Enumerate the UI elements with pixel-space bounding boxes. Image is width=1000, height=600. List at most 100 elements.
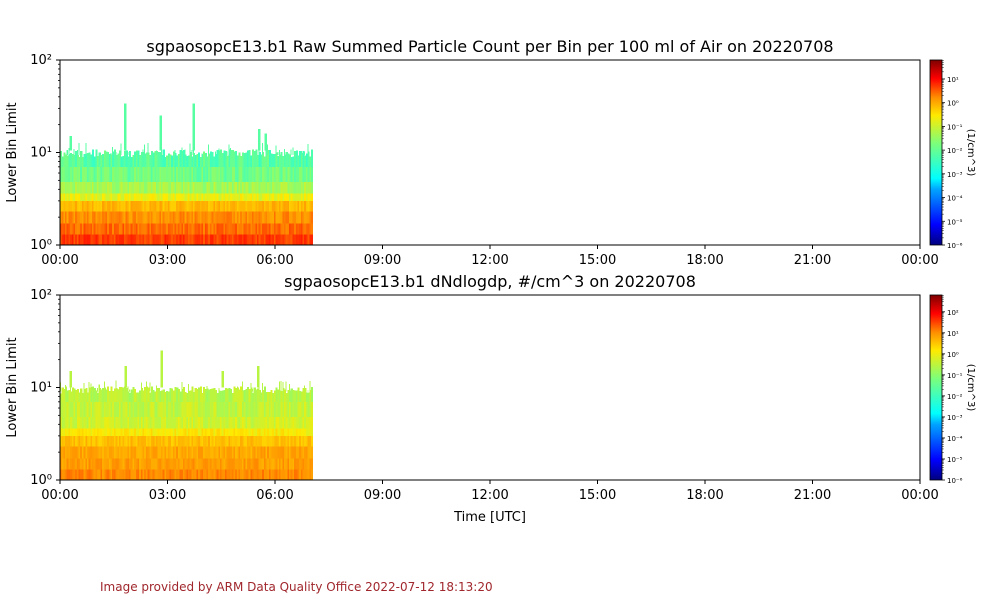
heatmap-cell (277, 389, 280, 402)
heatmap-cell (97, 469, 100, 480)
heatmap-cell (295, 401, 298, 417)
heatmap-spike (192, 103, 196, 151)
heatmap-cell (166, 155, 169, 167)
heatmap-cell (149, 166, 152, 182)
heatmap-cell (228, 446, 231, 459)
colorbar-tick-label: 10¹ (947, 330, 959, 338)
heatmap-cell (277, 234, 280, 245)
heatmap-cell (144, 387, 147, 402)
heatmap-cell (125, 150, 128, 167)
heatmap-cell (265, 458, 268, 470)
heatmap-cell (292, 211, 295, 224)
heatmap-cell (182, 234, 186, 245)
heatmap-cell (118, 386, 122, 402)
heatmap-cell (61, 200, 64, 212)
heatmap-cell (304, 385, 306, 392)
heatmap-cell (257, 181, 260, 194)
heatmap-cell (267, 166, 270, 182)
heatmap-cell (162, 154, 164, 156)
heatmap-cell (204, 446, 207, 459)
heatmap-cell (127, 458, 130, 470)
heatmap-cell (233, 234, 236, 245)
heatmap-cell (81, 181, 84, 194)
heatmap-cell (98, 193, 101, 201)
heatmap-cell (76, 181, 79, 194)
heatmap-cell (218, 166, 221, 182)
heatmap-cell (310, 401, 314, 417)
heatmap-cell (277, 390, 279, 392)
heatmap-cell (233, 446, 236, 459)
heatmap-cell (235, 166, 238, 182)
heatmap-cell (172, 151, 175, 167)
heatmap-cell (272, 435, 275, 447)
heatmap-cell (214, 458, 218, 470)
heatmap-cell (161, 234, 164, 245)
heatmap-cell (290, 416, 293, 429)
heatmap-cell (230, 469, 233, 480)
heatmap-cell (105, 458, 108, 470)
heatmap-cell (206, 446, 209, 459)
heatmap-cell (226, 166, 229, 182)
heatmap-cell (302, 223, 305, 235)
heatmap-cell (295, 150, 298, 167)
heatmap-cell (287, 234, 290, 245)
heatmap-cell (95, 181, 98, 194)
x-tick-label: 06:00 (256, 253, 293, 268)
heatmap-cell (309, 401, 312, 417)
heatmap-cell (129, 428, 132, 436)
heatmap-cell (118, 234, 122, 245)
heatmap-cell (221, 234, 224, 245)
heatmap-cell (309, 193, 312, 201)
heatmap-cell (100, 469, 103, 480)
heatmap-cell (297, 155, 300, 167)
heatmap-cell (233, 166, 236, 182)
heatmap-cell (230, 401, 233, 417)
heatmap-cell (268, 435, 271, 447)
heatmap-cell (305, 392, 308, 402)
heatmap-cell (97, 435, 100, 447)
heatmap-cell (216, 211, 219, 224)
heatmap-cell (300, 391, 303, 402)
heatmap-cell (305, 428, 308, 436)
heatmap-cell (223, 435, 226, 447)
heatmap-cell (137, 416, 140, 429)
heatmap-cell (140, 193, 143, 201)
heatmap-cell (142, 166, 145, 182)
heatmap-cell (80, 458, 83, 470)
heatmap-cell (130, 234, 133, 245)
heatmap-cell (122, 446, 125, 459)
heatmap-cell (98, 200, 101, 212)
heatmap-cell (159, 181, 162, 194)
heatmap-cell (235, 211, 238, 224)
heatmap-cell (268, 416, 271, 429)
heatmap-cell (107, 458, 110, 470)
heatmap-cell (125, 428, 128, 436)
x-tick-label: 15:00 (579, 488, 616, 503)
colorbar-tick-label: 10⁻¹ (947, 123, 963, 131)
heatmap-cell (292, 458, 295, 470)
heatmap-cell (85, 416, 88, 429)
heatmap-cell (280, 234, 283, 245)
heatmap-cell (220, 193, 223, 201)
heatmap-cell (142, 416, 145, 429)
heatmap-cell (243, 153, 246, 167)
heatmap-cell (221, 446, 224, 459)
heatmap-cell (282, 166, 285, 182)
heatmap-cell (122, 387, 125, 402)
heatmap-cell (142, 234, 145, 245)
heatmap-cell (85, 193, 88, 201)
heatmap-cell (280, 446, 283, 459)
heatmap-cell (113, 446, 116, 459)
heatmap-cell (103, 428, 106, 436)
heatmap-cell (103, 193, 106, 201)
heatmap-cell (108, 223, 111, 235)
heatmap-cell (98, 384, 100, 392)
heatmap-cell (164, 401, 167, 417)
heatmap-cell (218, 458, 221, 470)
heatmap-cell (139, 223, 142, 235)
heatmap-cell (86, 458, 90, 470)
heatmap-cell (108, 401, 111, 417)
colorbar-tick-label: 10⁻⁶ (947, 242, 963, 250)
heatmap-cell (243, 193, 246, 201)
heatmap-cell (275, 435, 278, 447)
